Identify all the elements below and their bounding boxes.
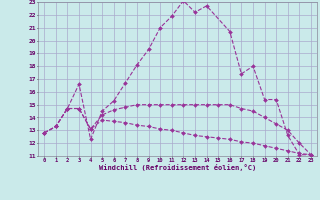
X-axis label: Windchill (Refroidissement éolien,°C): Windchill (Refroidissement éolien,°C) [99, 164, 256, 171]
